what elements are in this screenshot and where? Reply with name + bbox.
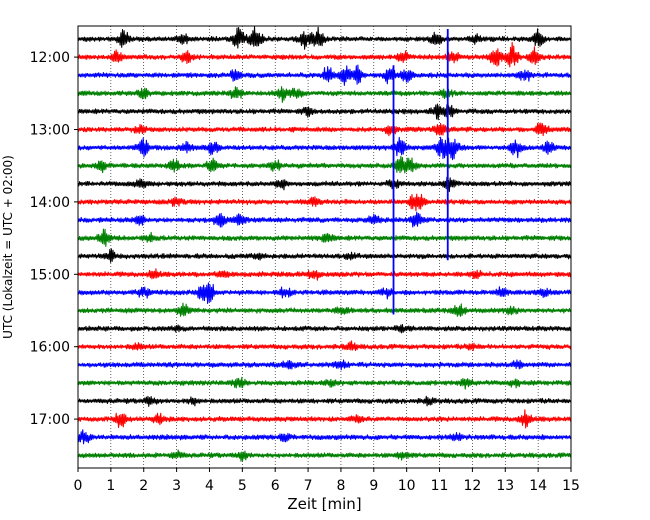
trace-1630	[77, 376, 572, 390]
trace-1415	[77, 211, 572, 228]
x-tick-label: 10	[398, 478, 416, 494]
x-tick-label: 14	[529, 478, 547, 494]
x-tick-label: 6	[271, 478, 280, 494]
x-axis: 0 1 2 3 4 5 6 7 8 9 10 11 12 13 14 15	[74, 468, 580, 494]
trace-1615	[77, 359, 572, 371]
y-tick-label: 14:00	[30, 195, 70, 211]
x-tick-label: 0	[74, 478, 83, 494]
trace-1315	[77, 136, 572, 161]
trace-1245	[77, 103, 572, 121]
y-axis: 12:00 13:00 14:00 15:00 16:00 17:00	[30, 50, 78, 428]
x-tick-label: 8	[336, 478, 345, 494]
trace-1230	[77, 86, 572, 103]
y-axis-label: UTC (Lokalzeit = UTC + 02:00)	[1, 155, 15, 339]
x-axis-label: Zeit [min]	[287, 495, 361, 513]
trace-1200	[77, 41, 572, 68]
trace-1445	[77, 248, 572, 263]
x-tick-label: 1	[106, 478, 115, 494]
y-tick-label: 13:00	[30, 123, 70, 139]
y-tick-label: 16:00	[30, 340, 70, 356]
x-tick-label: 3	[172, 478, 181, 494]
trace-1400	[77, 193, 572, 212]
trace-1345	[77, 176, 572, 193]
trace-1715	[77, 429, 572, 445]
y-tick-label: 12:00	[30, 50, 70, 66]
trace-1515	[77, 282, 572, 305]
trace-1300	[77, 122, 572, 137]
x-tick-label: 11	[431, 478, 449, 494]
trace-1730	[77, 449, 572, 462]
plot-frame	[77, 25, 572, 469]
x-tick-label: 5	[238, 478, 247, 494]
trace-1700	[77, 409, 572, 429]
seismogram-traces	[77, 26, 572, 462]
trace-1500	[77, 268, 572, 281]
trace-1330	[77, 155, 572, 174]
trace-1600	[77, 340, 572, 352]
x-tick-label: 15	[562, 478, 580, 494]
y-tick-label: 17:00	[30, 412, 70, 428]
trace-1215	[77, 64, 572, 86]
x-tick-label: 4	[205, 478, 214, 494]
trace-1545	[77, 323, 572, 334]
trace-1530	[77, 302, 572, 317]
x-tick-label: 9	[369, 478, 378, 494]
trace-1645	[77, 395, 572, 407]
trace-1430	[77, 228, 572, 248]
y-tick-label: 15:00	[30, 267, 70, 283]
vertical-spikes	[392, 29, 449, 315]
x-tick-label: 13	[496, 478, 514, 494]
x-tick-label: 7	[304, 478, 313, 494]
x-tick-label: 2	[139, 478, 148, 494]
trace-1145	[77, 26, 572, 50]
x-tick-label: 12	[463, 478, 481, 494]
